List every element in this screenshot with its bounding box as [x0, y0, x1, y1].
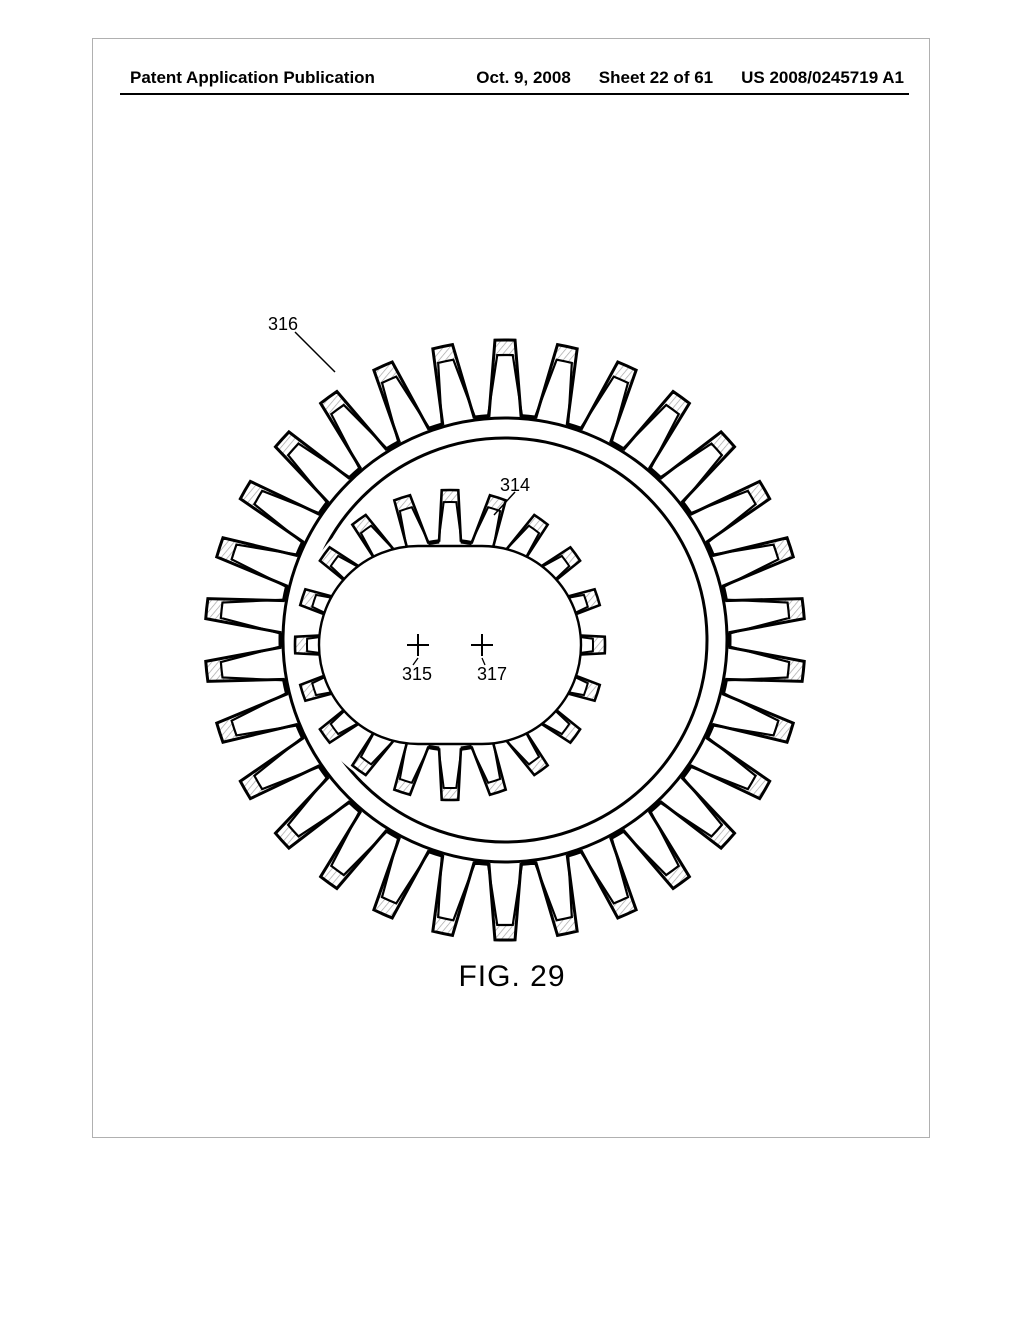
header-docnum: US 2008/0245719 A1	[741, 68, 904, 88]
figure-29: 316 314 315 317	[185, 320, 825, 960]
label-316: 316	[268, 314, 298, 335]
header-date: Oct. 9, 2008	[476, 68, 571, 88]
header-publication: Patent Application Publication	[130, 68, 375, 88]
page-header: Patent Application Publication Oct. 9, 2…	[0, 68, 1024, 88]
label-315: 315	[402, 664, 432, 685]
header-rule	[120, 93, 909, 95]
label-314: 314	[500, 475, 530, 496]
label-317: 317	[477, 664, 507, 685]
figure-caption: FIG. 29	[0, 960, 1024, 994]
header-sheet: Sheet 22 of 61	[599, 68, 713, 88]
figure-svg	[185, 320, 825, 960]
